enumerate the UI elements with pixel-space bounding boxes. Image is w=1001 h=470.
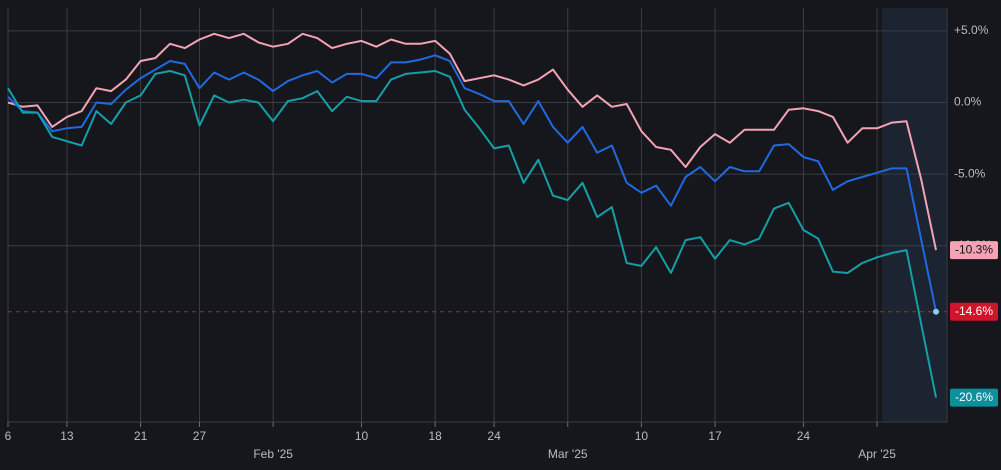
value-label: -14.6% (955, 304, 993, 318)
y-tick-label: 0.0% (954, 95, 982, 109)
x-tick-label: 13 (60, 429, 74, 443)
value-badge (950, 302, 998, 321)
shaded-period (882, 8, 947, 422)
y-tick-label: -5.0% (954, 166, 986, 180)
x-tick-label: 10 (355, 429, 369, 443)
value-badge (950, 388, 998, 407)
x-tick-label: 24 (487, 429, 501, 443)
x-tick-label: 6 (5, 429, 12, 443)
x-tick-label: 21 (134, 429, 148, 443)
x-tick-label: 24 (797, 429, 811, 443)
line-series (7, 32, 937, 251)
x-tick-label: Mar '25 (548, 447, 588, 461)
x-tick-label: 27 (193, 429, 207, 443)
x-tick-label: Feb '25 (253, 447, 293, 461)
value-badge (950, 241, 998, 260)
value-label: -10.3% (955, 242, 993, 256)
x-tick-label: 10 (635, 429, 649, 443)
line-series (7, 54, 937, 312)
y-tick-label: +5.0% (954, 23, 989, 37)
line-series (7, 70, 937, 398)
x-tick-label: Apr '25 (858, 447, 896, 461)
x-tick-label: 17 (708, 429, 722, 443)
x-tick-label: 18 (428, 429, 442, 443)
end-dot (933, 308, 939, 315)
value-label: -20.6% (955, 390, 993, 404)
